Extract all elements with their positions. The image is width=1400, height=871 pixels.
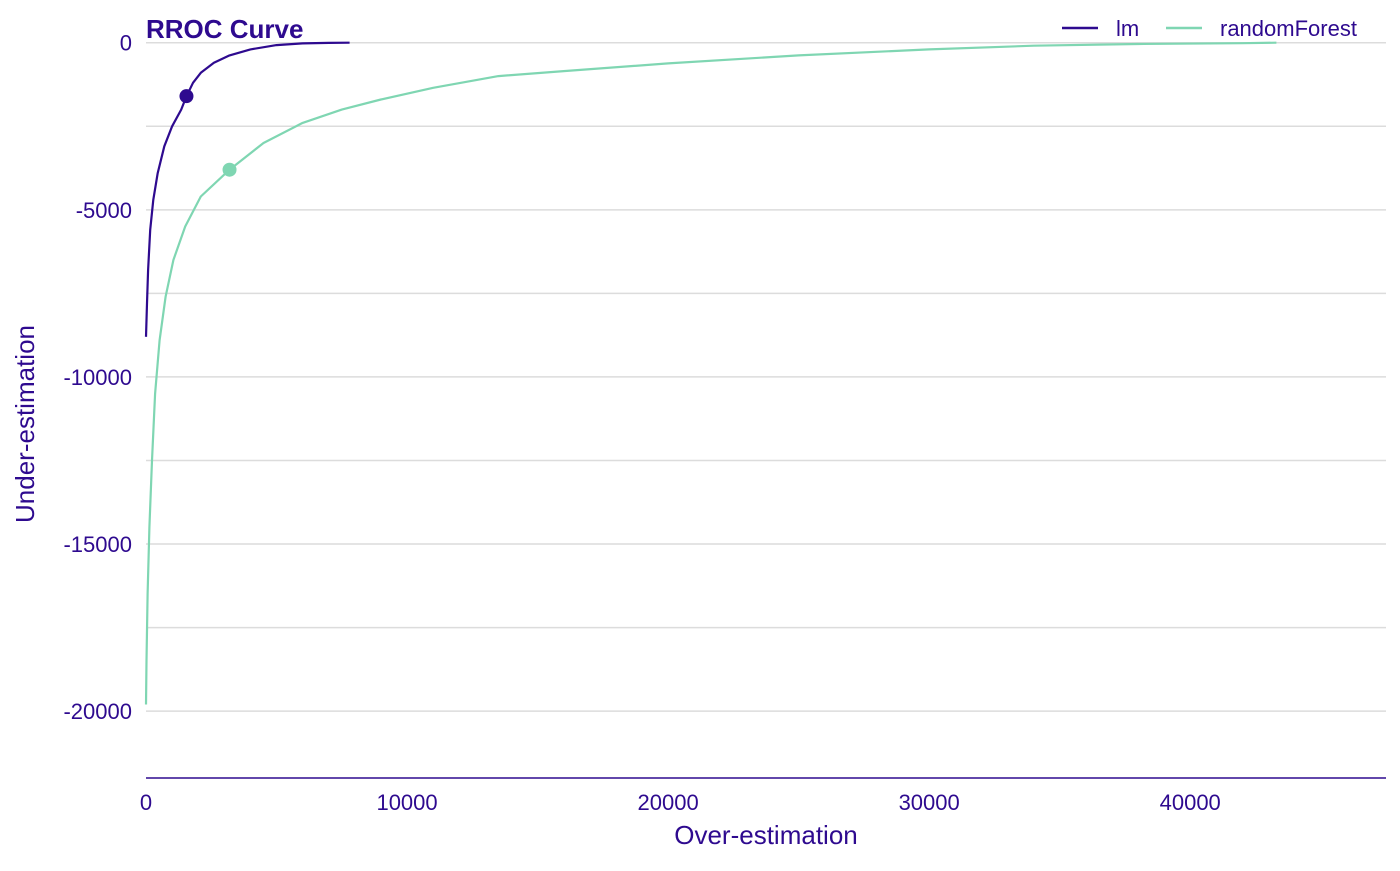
legend-label-lm: lm [1116,16,1139,41]
y-tick-label: -5000 [76,198,132,223]
grid-layer [146,41,1386,712]
series-marker-lm [179,89,194,104]
x-tick-label: 10000 [376,790,437,815]
x-axis-title: Over-estimation [674,820,858,850]
series-line-randomforest [144,41,1277,705]
series-layer [144,41,1277,705]
chart-title: RROC Curve [146,14,303,44]
x-tick-label: 20000 [638,790,699,815]
x-tick-label: 30000 [899,790,960,815]
legend: lm randomForest [1062,16,1357,41]
series-marker-randomforest [222,162,237,177]
y-tick-label: -15000 [63,532,132,557]
x-tick-labels: 0 10000 20000 30000 40000 [140,790,1221,815]
y-tick-label: -10000 [63,365,132,390]
y-tick-labels: 0 -5000 -10000 -15000 -20000 [63,31,132,724]
legend-label-randomforest: randomForest [1220,16,1357,41]
x-tick-label: 0 [140,790,152,815]
y-tick-label: -20000 [63,699,132,724]
y-axis-title: Under-estimation [10,325,40,523]
y-tick-label: 0 [120,31,132,56]
x-tick-label: 40000 [1160,790,1221,815]
